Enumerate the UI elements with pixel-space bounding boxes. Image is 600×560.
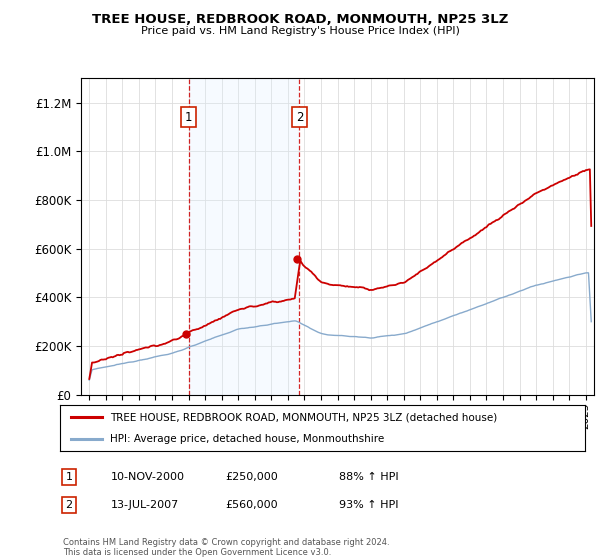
- Bar: [188, 78, 299, 395]
- Text: 10-NOV-2000: 10-NOV-2000: [111, 472, 185, 482]
- Text: 2: 2: [65, 500, 73, 510]
- Text: £560,000: £560,000: [225, 500, 278, 510]
- Text: 1: 1: [65, 472, 73, 482]
- Text: HPI: Average price, detached house, Monmouthshire: HPI: Average price, detached house, Monm…: [110, 435, 384, 444]
- Text: Contains HM Land Registry data © Crown copyright and database right 2024.
This d: Contains HM Land Registry data © Crown c…: [63, 538, 389, 557]
- Text: 2: 2: [296, 111, 303, 124]
- Text: Price paid vs. HM Land Registry's House Price Index (HPI): Price paid vs. HM Land Registry's House …: [140, 26, 460, 36]
- Text: TREE HOUSE, REDBROOK ROAD, MONMOUTH, NP25 3LZ (detached house): TREE HOUSE, REDBROOK ROAD, MONMOUTH, NP2…: [110, 412, 497, 422]
- Text: 13-JUL-2007: 13-JUL-2007: [111, 500, 179, 510]
- Text: TREE HOUSE, REDBROOK ROAD, MONMOUTH, NP25 3LZ: TREE HOUSE, REDBROOK ROAD, MONMOUTH, NP2…: [92, 13, 508, 26]
- Text: £250,000: £250,000: [225, 472, 278, 482]
- Text: 1: 1: [185, 111, 193, 124]
- Text: 88% ↑ HPI: 88% ↑ HPI: [339, 472, 398, 482]
- Text: 93% ↑ HPI: 93% ↑ HPI: [339, 500, 398, 510]
